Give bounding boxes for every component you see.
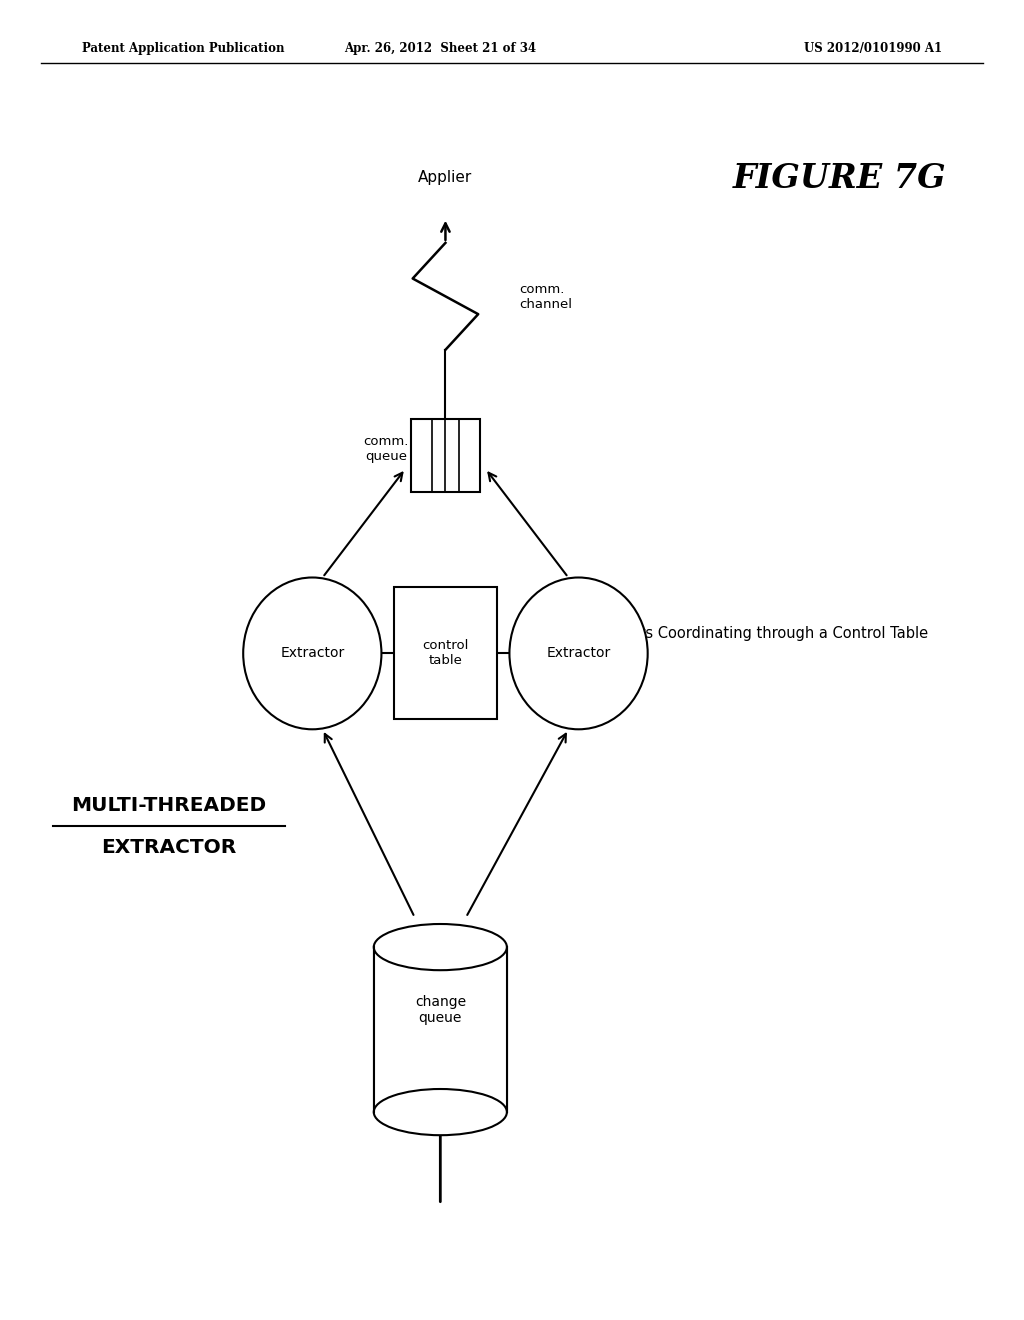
Text: Apr. 26, 2012  Sheet 21 of 34: Apr. 26, 2012 Sheet 21 of 34	[344, 42, 537, 55]
Text: MULTI-THREADED: MULTI-THREADED	[72, 796, 266, 814]
Text: US 2012/0101990 A1: US 2012/0101990 A1	[804, 42, 942, 55]
Text: FIGURE 7G: FIGURE 7G	[733, 162, 946, 195]
Text: Patent Application Publication: Patent Application Publication	[82, 42, 285, 55]
FancyBboxPatch shape	[411, 418, 480, 491]
Text: comm.
queue: comm. queue	[364, 434, 409, 463]
Ellipse shape	[509, 578, 647, 729]
Text: Applier: Applier	[419, 170, 472, 185]
Text: control
table: control table	[422, 639, 469, 668]
Ellipse shape	[244, 578, 381, 729]
Text: comm.
channel: comm. channel	[519, 282, 572, 312]
FancyBboxPatch shape	[374, 948, 507, 1111]
Text: Extractor: Extractor	[547, 647, 610, 660]
FancyBboxPatch shape	[394, 587, 497, 719]
Text: change
queue: change queue	[415, 995, 466, 1024]
Text: Extractor: Extractor	[281, 647, 344, 660]
Ellipse shape	[374, 1089, 507, 1135]
Text: EXTRACTOR: EXTRACTOR	[101, 838, 237, 857]
Ellipse shape	[374, 924, 507, 970]
Text: Extractors Coordinating through a Control Table: Extractors Coordinating through a Contro…	[578, 626, 928, 642]
